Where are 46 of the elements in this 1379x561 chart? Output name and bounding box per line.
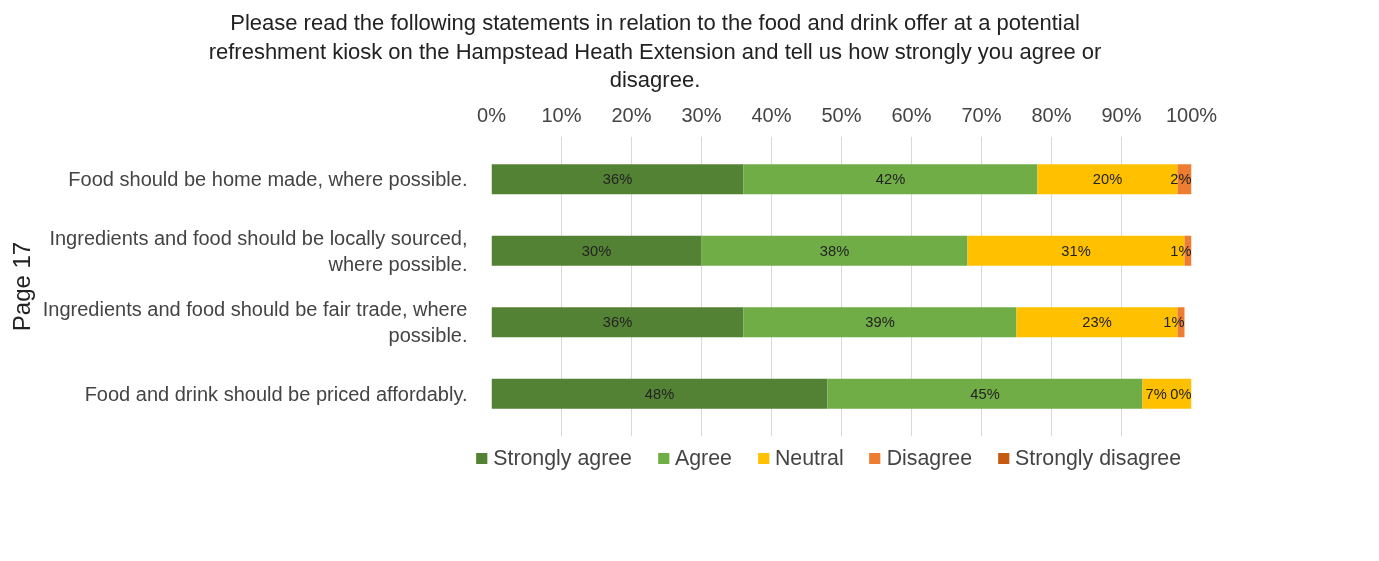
x-tick-label: 20% <box>611 103 652 126</box>
legend-label: Agree <box>674 445 732 471</box>
data-label: 30% <box>581 242 612 259</box>
bar <box>491 164 744 195</box>
data-label: 39% <box>865 314 895 330</box>
data-label: 1% <box>1170 242 1192 259</box>
data-label: 20% <box>1092 171 1123 188</box>
legend-label: Strongly disagree <box>1015 445 1181 471</box>
x-tick-label: 90% <box>1101 103 1142 126</box>
bar <box>491 307 744 337</box>
y-tick-label: Food and drink should be priced affordably. <box>84 382 468 405</box>
x-tick-label: 60% <box>891 103 932 126</box>
data-label: 0% <box>1170 385 1192 402</box>
x-tick-label: 100% <box>1165 103 1218 126</box>
x-tick-label: 30% <box>681 103 722 126</box>
data-label: 7% <box>1145 385 1167 402</box>
x-tick-label: 80% <box>1031 103 1072 126</box>
legend-label: Neutral <box>774 445 844 471</box>
text: Page 17 <box>7 241 35 331</box>
x-tick-label: 50% <box>821 103 862 126</box>
y-tick-label: Ingredients and food should be locally sourced, where possible. <box>49 226 468 275</box>
x-tick-label: 10% <box>541 103 582 126</box>
data-label: 31% <box>1061 242 1091 259</box>
chart-title: Please read the following statements in relation to the food and drink offer at a potential refreshment kiosk on the Hampstead Heath Extension and tell us how strongly you agree or disagree. <box>207 9 1103 95</box>
data-label: 1% <box>1163 314 1185 330</box>
bar <box>743 164 1038 195</box>
legend-label: Strongly agree <box>493 445 632 471</box>
x-tick-label: 70% <box>961 103 1002 126</box>
data-label: 36% <box>602 171 633 188</box>
y-tick-label: Ingredients and food should be fair trade, where possible. <box>42 297 468 347</box>
data-label: 42% <box>875 171 906 188</box>
data-label: 36% <box>602 314 633 330</box>
bar <box>827 378 1143 409</box>
bar <box>701 235 968 266</box>
x-tick-label: 40% <box>751 103 792 126</box>
x-tick-label: 0% <box>477 103 507 126</box>
data-label: 48% <box>644 385 675 402</box>
data-label: 45% <box>970 385 1000 402</box>
bar <box>491 378 828 409</box>
bar <box>743 307 1017 337</box>
legend-label: Disagree <box>886 445 973 471</box>
y-tick-label: Food should be home made, where possible. <box>68 168 468 191</box>
data-label: 2% <box>1170 171 1192 188</box>
bar <box>491 235 702 266</box>
data-label: 38% <box>819 242 850 259</box>
data-label: 23% <box>1082 314 1112 330</box>
